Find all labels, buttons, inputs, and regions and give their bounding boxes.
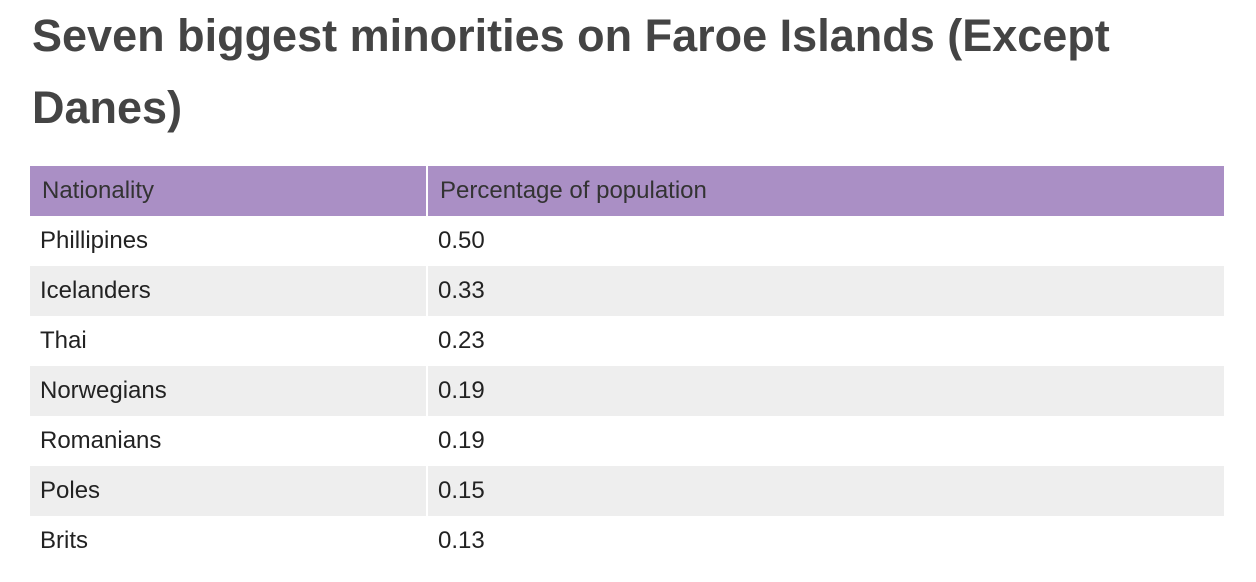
cell-nationality: Phillipines <box>30 216 427 266</box>
cell-nationality: Icelanders <box>30 266 427 316</box>
cell-nationality: Brits <box>30 516 427 566</box>
table-row: Thai 0.23 <box>30 316 1224 366</box>
cell-percentage: 0.13 <box>426 516 1224 566</box>
table-header-row: Nationality Percentage of population <box>30 166 1224 216</box>
table-body: Phillipines 0.50 Icelanders 0.33 Thai 0.23 Nor… <box>30 216 1224 566</box>
cell-nationality: Poles <box>30 466 427 516</box>
table-row: Poles 0.15 <box>30 466 1224 516</box>
cell-nationality: Norwegians <box>30 366 427 416</box>
table-row: Romanians 0.19 <box>30 416 1224 466</box>
cell-percentage: 0.19 <box>426 416 1224 466</box>
table-row: Phillipines 0.50 <box>30 216 1224 266</box>
table-row: Brits 0.13 <box>30 516 1224 566</box>
table-row: Norwegians 0.19 <box>30 366 1224 416</box>
cell-nationality: Thai <box>30 316 427 366</box>
cell-percentage: 0.23 <box>426 316 1224 366</box>
table-row: Icelanders 0.33 <box>30 266 1224 316</box>
cell-percentage: 0.15 <box>426 466 1224 516</box>
cell-percentage: 0.19 <box>426 366 1224 416</box>
column-header-nationality: Nationality <box>30 166 427 216</box>
cell-percentage: 0.33 <box>426 266 1224 316</box>
cell-percentage: 0.50 <box>426 216 1224 266</box>
minorities-table: Nationality Percentage of population Phi… <box>30 166 1224 566</box>
chart-title: Seven biggest minorities on Faroe Island… <box>32 10 1110 133</box>
column-header-percentage: Percentage of population <box>426 166 1224 216</box>
cell-nationality: Romanians <box>30 416 427 466</box>
